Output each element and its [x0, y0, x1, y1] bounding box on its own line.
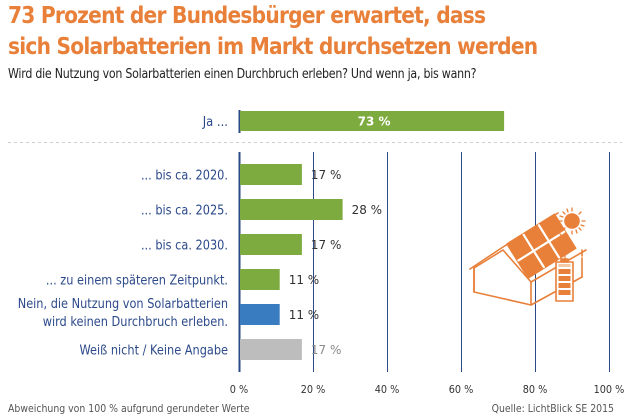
- sun-icon: [558, 207, 586, 235]
- x-tick-label: 40 %: [375, 383, 400, 396]
- bar-value-label: 17 %: [311, 238, 342, 252]
- category-labels: Ja ... ... bis ca. 2020. ... bis ca. 2025.…: [18, 113, 228, 358]
- bar: [240, 339, 302, 360]
- x-tick-label: 100 %: [594, 383, 625, 396]
- bar: [240, 164, 302, 185]
- x-tick-label: 0 %: [230, 383, 249, 396]
- category-label: ... bis ca. 2030.: [141, 237, 228, 253]
- bars: 73 % 17 % 28 % 17 % 11 % 11 % 17 %: [240, 111, 505, 360]
- x-tick-label: 60 %: [449, 383, 474, 396]
- solar-panel-icon: [506, 213, 577, 279]
- source-note: Quelle: LichtBlick SE 2015: [491, 402, 614, 415]
- category-label: wird keinen Durchbruch erleben.: [43, 313, 228, 329]
- footnote: Abweichung von 100 % aufgrund gerundeter…: [8, 402, 250, 415]
- bar-value-label: 11 %: [289, 273, 320, 287]
- category-label: ... bis ca. 2025.: [141, 202, 228, 218]
- x-axis-ticks: 0 % 20 % 40 % 60 % 80 % 100 %: [230, 383, 625, 396]
- x-tick-label: 20 %: [301, 383, 326, 396]
- bar-summary: [240, 111, 505, 131]
- bar: [240, 199, 343, 220]
- category-label: Ja ...: [202, 113, 228, 129]
- title-line-2: sich Solarbatterien im Markt durchsetzen…: [8, 32, 538, 60]
- bar-value-label: 11 %: [289, 308, 320, 322]
- category-label: ... zu einem späteren Zeitpunkt.: [46, 272, 228, 288]
- battery-icon: [555, 258, 574, 302]
- bar-value-label: 17 %: [311, 343, 342, 357]
- bar: [240, 269, 280, 290]
- category-label: Weiß nicht / Keine Angabe: [79, 342, 228, 358]
- bar-value-label: 17 %: [311, 168, 342, 182]
- category-label: ... bis ca. 2020.: [141, 167, 228, 183]
- bar: [240, 234, 302, 255]
- bar: [240, 304, 280, 325]
- x-tick-label: 80 %: [523, 383, 548, 396]
- bar-value-label: 28 %: [352, 203, 383, 217]
- chart-title: 73 Prozent der Bundesbürger erwartet, da…: [8, 0, 538, 62]
- title-line-1: 73 Prozent der Bundesbürger erwartet, da…: [8, 1, 486, 29]
- house-solar-battery-icon: [469, 207, 587, 306]
- category-label: Nein, die Nutzung von Solarbatterien: [18, 295, 228, 311]
- gridlines: [238, 110, 610, 372]
- bar-value-label: 73 %: [358, 115, 391, 129]
- chart-subtitle: Wird die Nutzung von Solarbatterien eine…: [8, 67, 477, 82]
